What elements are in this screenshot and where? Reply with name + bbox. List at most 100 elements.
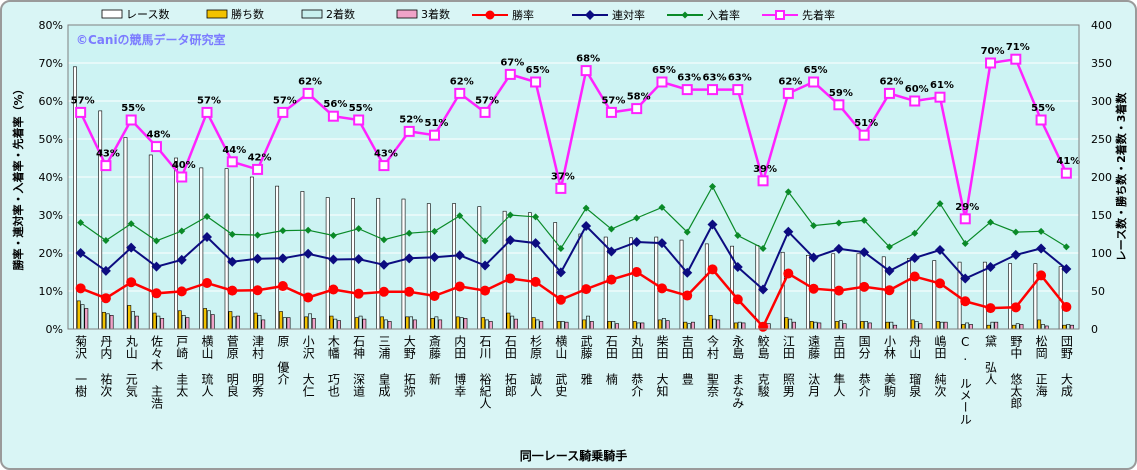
win-rate-point [884, 285, 895, 296]
x-tick-label: 団野 大成 [1059, 335, 1073, 398]
rentai-rate-point [833, 243, 844, 254]
wins-bar [102, 311, 106, 330]
rentai-rate-point [555, 267, 566, 278]
second-place-bar [1066, 324, 1071, 330]
win-rate-point [75, 283, 86, 294]
race-count-bar [249, 176, 254, 330]
race-count-bar [704, 243, 709, 330]
y-left-tick-label: 20% [39, 247, 63, 260]
second-place-bar [510, 315, 515, 330]
sentyaku-data-label: 62% [879, 76, 903, 87]
second-place-bar [788, 318, 793, 330]
win-rate-point [934, 278, 945, 289]
fukusho-rate-point [835, 219, 843, 227]
sentyaku-rate-point [959, 213, 971, 225]
sentyaku-data-label: 55% [121, 103, 145, 114]
second-place-bar [207, 310, 211, 330]
sentyaku-rate-point [378, 160, 390, 172]
rentai-rate-line [80, 222, 1068, 292]
rentai-rate-point [1036, 243, 1047, 254]
fukusho-rate-point [1062, 243, 1070, 251]
fukusho-rate-point [607, 225, 615, 233]
fukusho-rate-point [810, 222, 818, 230]
third-place-bar [564, 321, 569, 330]
second-place-bar [687, 323, 692, 330]
third-place-bar [387, 321, 392, 330]
x-tick-label: 野中 悠太郎 [1009, 335, 1023, 409]
sentyaku-rate-point [909, 95, 921, 107]
fukusho-rate-point [481, 237, 489, 245]
sentyaku-rate-point [454, 87, 466, 99]
third-place-bar [691, 321, 695, 330]
rentai-rate-point [126, 242, 137, 253]
x-tick-label: 内田 博幸 [453, 335, 467, 397]
race-count-bar [477, 206, 482, 330]
second-place-bar [864, 321, 868, 330]
win-rate-point [682, 290, 693, 301]
wins-bar [582, 319, 587, 330]
fukusho-rate-line [80, 185, 1067, 250]
plot-border [67, 24, 1080, 330]
win-rate-point [960, 296, 971, 307]
fukusho-rate-point [228, 230, 236, 238]
rentai-rate-point [960, 273, 971, 284]
wins-bar [152, 312, 157, 330]
wins-bar [127, 305, 132, 330]
y-right-tick-label: 300 [1091, 95, 1112, 108]
wins-bar [910, 319, 915, 330]
sentyaku-rate-point [934, 91, 946, 103]
wins-bar [784, 317, 789, 330]
rentai-rate-point [884, 265, 895, 276]
fukusho-rate-point [152, 237, 160, 245]
sentyaku-rate-point [504, 68, 516, 80]
sentyaku-data-label: 62% [298, 76, 322, 87]
race-count-bar [199, 167, 204, 330]
second-place-bar [1015, 323, 1020, 330]
win-rate-point [606, 274, 617, 285]
legend-marker [485, 10, 495, 20]
rentai-rate-point [303, 248, 314, 259]
y-right-tick-label: 150 [1091, 209, 1112, 222]
race-count-bar [1008, 263, 1013, 330]
second-place-bar [434, 316, 439, 330]
rentai-rate-point [732, 262, 743, 273]
win-rate-point [909, 271, 920, 282]
sentyaku-data-label: 52% [399, 114, 423, 125]
second-place-bar [232, 316, 237, 330]
sentyaku-rate-point [1010, 53, 1022, 65]
lines [75, 53, 1072, 332]
sentyaku-data-label: 63% [703, 73, 727, 84]
second-place-bar [535, 319, 540, 330]
sentyaku-data-label: 57% [601, 95, 625, 106]
wins-bar [961, 324, 966, 330]
rentai-rate-point [480, 260, 491, 271]
fukusho-rate-point [178, 227, 186, 235]
sentyaku-rate-point [883, 87, 895, 99]
y-left-tick-label: 0% [46, 323, 63, 336]
win-rate-point [227, 285, 238, 296]
race-count-bar [578, 233, 583, 330]
legend-label: 3着数 [421, 7, 450, 21]
fukusho-rate-point [102, 236, 110, 244]
second-place-bar [409, 316, 414, 330]
x-tick-label: 今村 聖奈 [706, 334, 720, 397]
rentai-rate-point [404, 253, 415, 264]
sentyaku-rate-point [1035, 114, 1047, 126]
sentyaku-rate-point [1060, 167, 1072, 179]
legend-label: 入着率 [707, 8, 740, 22]
y-left-tick-label: 10% [39, 285, 63, 298]
fukusho-rate-point [961, 240, 969, 247]
race-count-bar [351, 197, 355, 330]
x-tick-label: 三浦 皇成 [377, 335, 391, 398]
legend-label: 勝率 [512, 8, 534, 22]
win-rate-point [100, 293, 111, 304]
sentyaku-rate-point [757, 175, 769, 187]
win-rate-point [480, 285, 491, 296]
rentai-rate-point [75, 248, 86, 258]
sentyaku-rate-point [808, 76, 820, 88]
fukusho-rate-point [77, 219, 85, 227]
fukusho-rate-point [380, 236, 388, 244]
third-place-bar [337, 320, 341, 330]
win-rate-point [454, 281, 465, 292]
legend-label: レース数 [126, 8, 169, 21]
